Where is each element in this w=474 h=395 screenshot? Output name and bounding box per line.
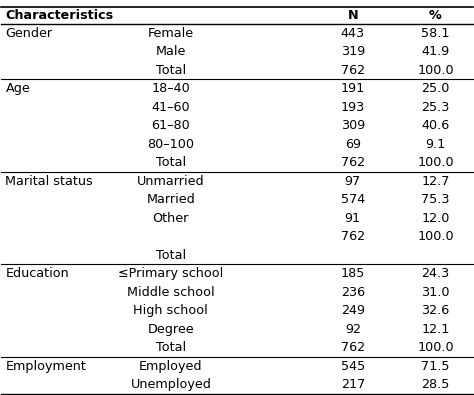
Text: 100.0: 100.0 [417,64,454,77]
Text: 9.1: 9.1 [425,138,446,150]
Text: Other: Other [153,212,189,225]
Text: 71.5: 71.5 [421,360,450,372]
Text: High school: High school [134,304,208,317]
Text: 25.0: 25.0 [421,82,450,95]
Text: Female: Female [148,27,194,40]
Text: 236: 236 [341,286,365,299]
Text: 25.3: 25.3 [421,101,450,114]
Text: 41.9: 41.9 [421,45,450,58]
Text: 97: 97 [345,175,361,188]
Text: 12.7: 12.7 [421,175,450,188]
Text: 41–60: 41–60 [152,101,190,114]
Text: 31.0: 31.0 [421,286,450,299]
Text: 80–100: 80–100 [147,138,194,150]
Text: 443: 443 [341,27,365,40]
Text: Unmarried: Unmarried [137,175,205,188]
Text: 91: 91 [345,212,361,225]
Text: 191: 191 [341,82,365,95]
Text: 92: 92 [345,323,361,336]
Text: Degree: Degree [147,323,194,336]
Text: 69: 69 [345,138,361,150]
Text: N: N [347,9,358,22]
Text: 28.5: 28.5 [421,378,450,391]
Text: 545: 545 [341,360,365,372]
Text: Total: Total [156,341,186,354]
Text: %: % [429,9,442,22]
Text: Education: Education [5,267,69,280]
Text: Employment: Employment [5,360,86,372]
Text: 75.3: 75.3 [421,193,450,206]
Text: Male: Male [155,45,186,58]
Text: 762: 762 [341,156,365,169]
Text: ≤Primary school: ≤Primary school [118,267,223,280]
Text: 762: 762 [341,64,365,77]
Text: 319: 319 [341,45,365,58]
Text: 18–40: 18–40 [152,82,190,95]
Text: 40.6: 40.6 [421,119,450,132]
Text: Total: Total [156,156,186,169]
Text: Middle school: Middle school [127,286,215,299]
Text: 185: 185 [341,267,365,280]
Text: 61–80: 61–80 [152,119,190,132]
Text: Total: Total [156,249,186,261]
Text: 574: 574 [341,193,365,206]
Text: 217: 217 [341,378,365,391]
Text: 100.0: 100.0 [417,341,454,354]
Text: 32.6: 32.6 [421,304,450,317]
Text: Marital status: Marital status [5,175,93,188]
Text: 193: 193 [341,101,365,114]
Text: Characteristics: Characteristics [5,9,114,22]
Text: Unemployed: Unemployed [130,378,211,391]
Text: Married: Married [146,193,195,206]
Text: 12.1: 12.1 [421,323,450,336]
Text: Age: Age [5,82,30,95]
Text: 762: 762 [341,230,365,243]
Text: 309: 309 [341,119,365,132]
Text: 249: 249 [341,304,365,317]
Text: 100.0: 100.0 [417,230,454,243]
Text: 24.3: 24.3 [421,267,450,280]
Text: Total: Total [156,64,186,77]
Text: 762: 762 [341,341,365,354]
Text: 12.0: 12.0 [421,212,450,225]
Text: 58.1: 58.1 [421,27,450,40]
Text: Employed: Employed [139,360,202,372]
Text: Gender: Gender [5,27,53,40]
Text: 100.0: 100.0 [417,156,454,169]
